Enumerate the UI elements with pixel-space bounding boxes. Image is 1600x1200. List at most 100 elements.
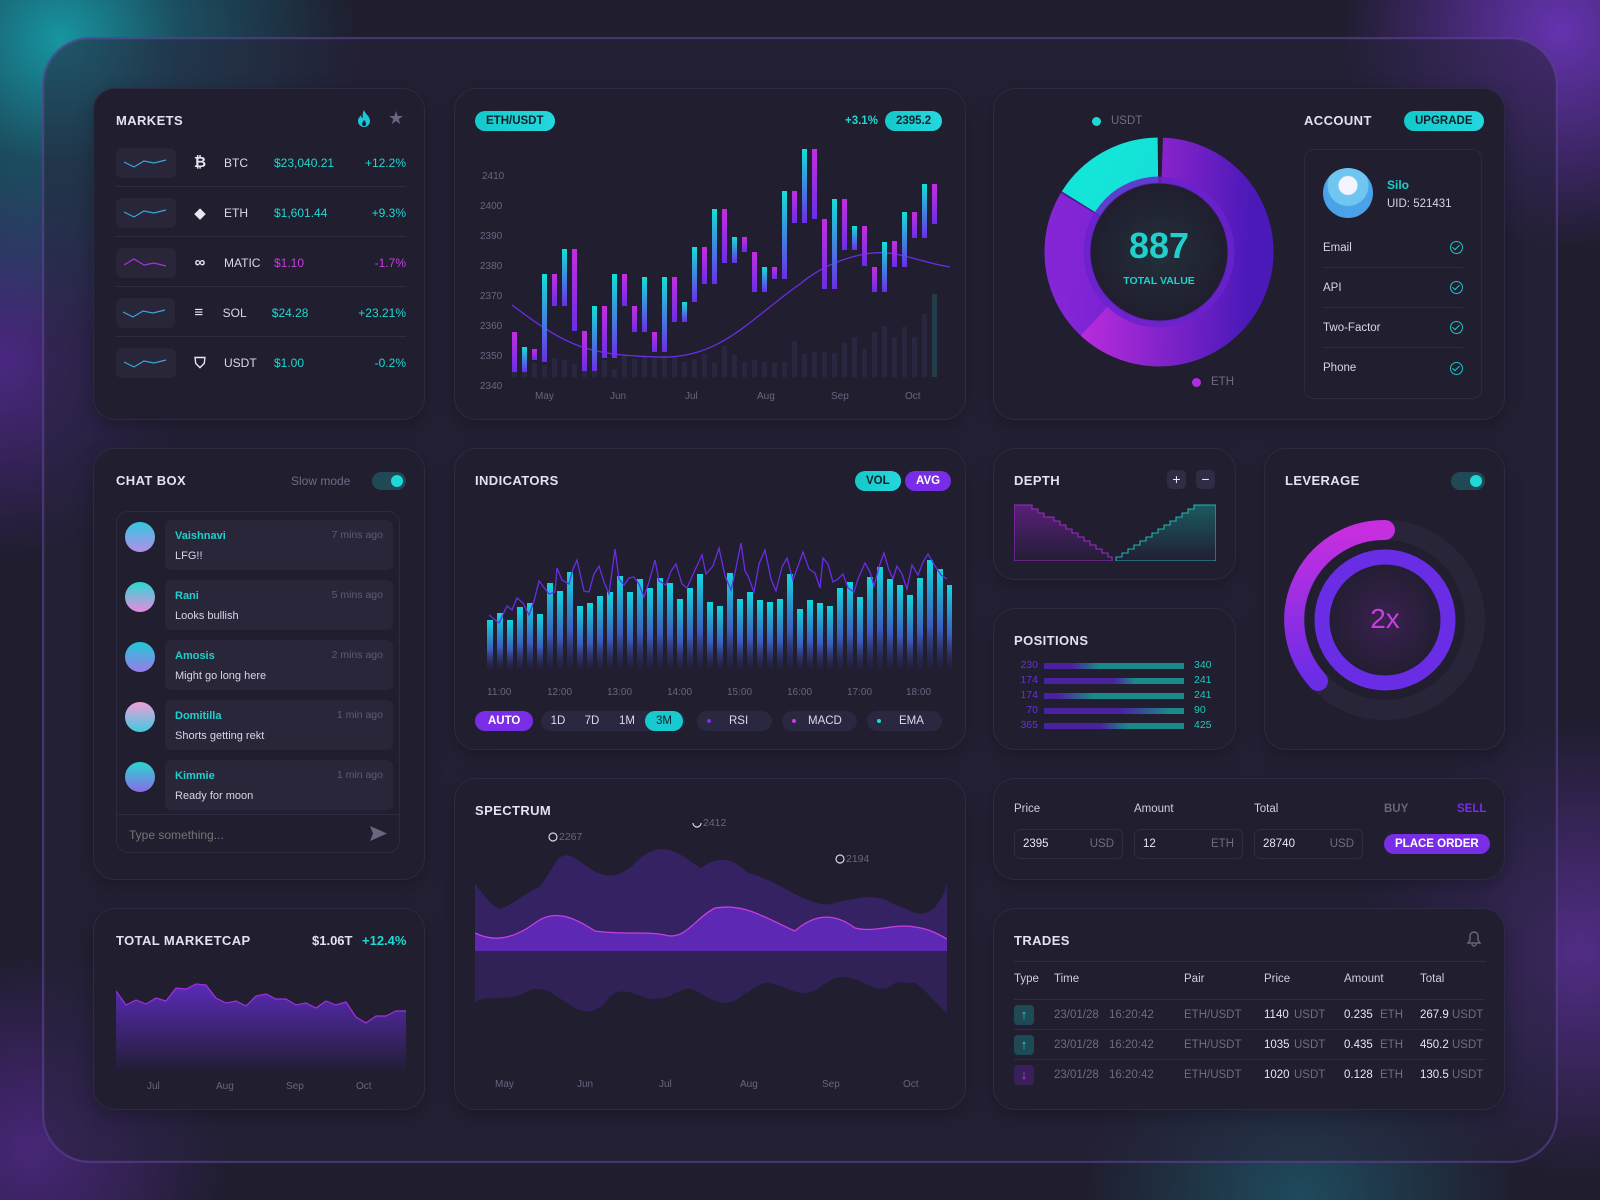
range-3m[interactable]: 3M [645,711,683,731]
position-row[interactable]: 230 340 [1014,659,1219,673]
amount-label: Amount [1134,803,1174,815]
range-1d[interactable]: 1D [550,715,566,727]
market-row[interactable]: ≡ SOL $24.28 +23.21% [116,289,406,337]
leverage-gauge[interactable] [1280,515,1490,725]
rsi-chip[interactable]: RSI [697,711,772,731]
spectrum-marker-label: 2267 [559,831,583,843]
place-order-button[interactable]: PLACE ORDER [1384,834,1490,854]
candlestick-chart[interactable] [510,119,950,384]
check-icon [1450,361,1463,375]
market-row[interactable]: ∞ MATIC $1.10 -1.7% [116,239,406,287]
x-tick: Aug [757,391,775,402]
sell-tab[interactable]: SELL [1457,803,1487,815]
sparkline [116,297,175,328]
total-input[interactable]: 28740 USD [1254,829,1363,859]
range-7d[interactable]: 7D [584,715,600,727]
bell-icon[interactable] [1466,931,1482,952]
field-unit: USD [1089,838,1114,850]
position-row[interactable]: 174 241 [1014,689,1219,703]
legend-eth: ETH [1192,376,1234,388]
field-value: 2395 [1023,838,1049,850]
auto-button[interactable]: AUTO [475,711,534,731]
y-tick: 2370 [480,291,503,302]
message-text: LFG!! [175,550,203,562]
avatar [125,642,155,672]
chat-message: Domitilla 1 min ago Shorts getting rekt [125,700,393,750]
spectrum-chart[interactable] [475,823,947,1063]
x-tick: Aug [216,1081,234,1092]
amount-input[interactable]: 12 ETH [1134,829,1243,859]
trade-amount: 0.435 [1344,1039,1373,1051]
trade-pair: ETH/USDT [1184,1009,1242,1021]
leverage-value: 2x [1370,603,1400,634]
spectrum-marker-label: 2194 [846,853,870,865]
trade-price-unit: USDT [1294,1069,1326,1081]
check-icon [1450,241,1463,254]
dot-icon [877,719,881,723]
arrow-down-icon: ↓ [1014,1065,1034,1085]
x-tick: Oct [905,391,921,402]
send-icon[interactable] [370,826,387,846]
avatar[interactable] [1323,168,1373,218]
verification-phone: Phone [1323,348,1463,388]
position-row[interactable]: 174 241 [1014,674,1219,688]
market-row[interactable]: ⛉ USDT $1.00 -0.2% [116,339,406,387]
zoom-out-button[interactable]: − [1196,470,1215,489]
position-row[interactable]: 70 90 [1014,704,1219,718]
price-input[interactable]: 2395 USD [1014,829,1123,859]
market-row[interactable]: ₿ BTC $23,040.21 +12.2% [116,139,406,187]
sender-name: Amosis [175,650,215,662]
dot-icon [707,719,711,723]
marketcap-area-chart[interactable] [116,981,406,1071]
trade-amount: 0.235 [1344,1009,1373,1021]
upgrade-button[interactable]: UPGRADE [1404,111,1484,131]
price-label: Price [1014,803,1041,815]
leverage-toggle[interactable] [1451,472,1485,490]
x-tick: 13:00 [607,687,633,698]
verification-label: API [1323,281,1342,294]
market-row[interactable]: ◆ ETH $1,601.44 +9.3% [116,189,406,237]
avg-toggle[interactable]: AVG [905,471,952,491]
position-bar [1044,708,1184,714]
macd-chip[interactable]: MACD [782,711,857,731]
x-tick: 16:00 [787,687,813,698]
range-1m[interactable]: 1M [619,715,635,727]
trade-time: 16:20:42 [1109,1069,1154,1081]
star-icon[interactable]: ★ [388,108,405,128]
message-text: Ready for moon [175,790,254,802]
chat-input[interactable] [129,824,359,846]
arrow-up-icon: ↑ [1014,1035,1034,1055]
legend-usdt: USDT [1092,115,1142,127]
trade-date: 23/01/28 [1054,1009,1099,1021]
fire-icon[interactable] [356,109,372,129]
chat-messages[interactable]: Vaishnavi 7 mins ago LFG!! Rani 5 mins ago L… [116,511,400,853]
x-tick: 15:00 [727,687,753,698]
positions-title: POSITIONS [1014,633,1089,648]
x-tick: Jul [685,391,698,402]
verification-two-factor: Two-Factor [1323,308,1463,348]
position-left: 174 [1020,689,1038,701]
x-tick: Oct [356,1081,372,1092]
trade-row[interactable]: ↑ 23/01/28 16:20:42 ETH/USDT 1035 USDT 0… [1014,1029,1484,1059]
vol-toggle[interactable]: VOL [855,471,901,491]
order-card: Price Amount Total BUY SELL 2395 USD 12 ET… [993,778,1505,880]
position-row[interactable]: 365 425 [1014,719,1219,733]
sol-icon: ≡ [194,304,204,321]
x-tick: Sep [286,1081,304,1092]
buy-tab[interactable]: BUY [1384,803,1409,815]
trade-date: 23/01/28 [1054,1039,1099,1051]
slow-mode-toggle[interactable] [372,472,406,490]
pair-badge[interactable]: ETH/USDT [475,111,555,131]
check-icon [1450,281,1463,294]
trades-divider [1014,961,1486,962]
trade-row[interactable]: ↓ 23/01/28 16:20:42 ETH/USDT 1020 USDT 0… [1014,1059,1484,1089]
portfolio-donut-chart[interactable] [1042,135,1276,369]
indicators-chart[interactable] [477,499,952,669]
zoom-in-button[interactable]: + [1167,470,1186,489]
y-tick: 2400 [480,201,503,212]
trade-row[interactable]: ↑ 23/01/28 16:20:42 ETH/USDT 1140 USDT 0… [1014,999,1484,1029]
market-change: -1.7% [374,255,406,270]
ema-chip[interactable]: EMA [867,711,942,731]
position-left: 365 [1020,719,1038,731]
depth-chart[interactable] [1014,503,1216,561]
